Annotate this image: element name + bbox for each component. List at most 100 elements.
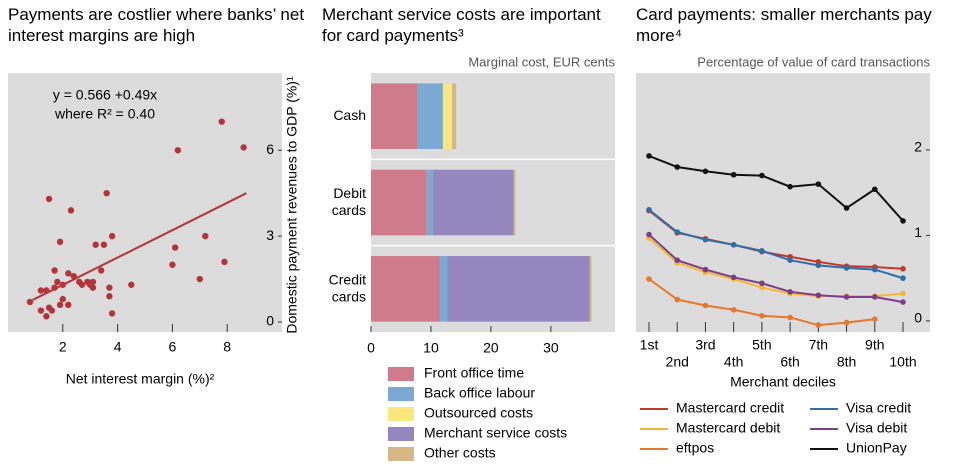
point bbox=[674, 257, 681, 263]
point bbox=[56, 301, 64, 309]
point bbox=[646, 276, 652, 282]
x-axis-label: Net interest margin (%)² bbox=[66, 371, 215, 387]
x-axis-label: Merchant deciles bbox=[730, 374, 836, 390]
bar-segment bbox=[451, 83, 457, 149]
point bbox=[843, 205, 850, 211]
bar-segment bbox=[589, 256, 592, 322]
category-label-line: Credit bbox=[329, 271, 366, 287]
x-tick-label: 7th bbox=[809, 337, 828, 353]
annotation: y = 0.566 +0.49x bbox=[53, 87, 157, 103]
point bbox=[871, 266, 878, 273]
point bbox=[89, 284, 97, 291]
category-label-line: Cash bbox=[333, 107, 366, 123]
legend-label: Mastercard credit bbox=[676, 400, 784, 416]
x-tick-label: 4th bbox=[724, 354, 743, 370]
category-label: Credit cards bbox=[329, 271, 366, 304]
legend-swatch bbox=[388, 407, 414, 421]
point bbox=[674, 164, 681, 170]
point bbox=[89, 278, 97, 286]
point bbox=[787, 314, 793, 321]
y-tick-label: 1 bbox=[914, 224, 922, 240]
bar-segment bbox=[426, 169, 433, 236]
point bbox=[171, 244, 179, 251]
bar-segment bbox=[513, 169, 516, 236]
point bbox=[646, 153, 652, 159]
chart-title: Merchant service costs are important for… bbox=[322, 5, 601, 45]
point bbox=[787, 257, 793, 263]
category-label: Debit cards bbox=[332, 185, 366, 218]
point bbox=[815, 292, 822, 299]
point bbox=[43, 287, 50, 294]
point bbox=[730, 306, 737, 313]
legend-swatch bbox=[388, 447, 414, 461]
legend-label: Back office labour bbox=[424, 385, 535, 401]
point bbox=[218, 118, 225, 125]
point bbox=[240, 144, 247, 151]
bar-segment bbox=[432, 169, 514, 236]
legend-label: eftpos bbox=[676, 440, 714, 456]
point bbox=[787, 289, 793, 295]
legend-label: Mastercard debit bbox=[676, 420, 780, 436]
point bbox=[51, 284, 58, 291]
bar-segment bbox=[371, 169, 427, 236]
x-tick-label: 1st bbox=[640, 337, 659, 353]
point bbox=[196, 275, 203, 283]
category-label-line: cards bbox=[332, 202, 366, 218]
y-tick-label: 0 bbox=[266, 313, 274, 329]
bar-segment bbox=[442, 83, 452, 149]
point bbox=[100, 241, 108, 248]
point bbox=[106, 284, 113, 291]
point bbox=[759, 172, 765, 179]
point bbox=[900, 299, 906, 305]
chart-title: Payments are costlier where banks’ net i… bbox=[8, 5, 305, 45]
point bbox=[65, 301, 72, 309]
point bbox=[37, 307, 45, 314]
point bbox=[730, 171, 737, 178]
bar-segment bbox=[371, 256, 440, 322]
point bbox=[646, 206, 652, 213]
fit-line bbox=[32, 192, 247, 301]
point bbox=[169, 261, 176, 268]
x-tick-label: 8 bbox=[223, 339, 231, 355]
legend-label: Outsourced costs bbox=[424, 405, 533, 421]
legend-swatch bbox=[388, 387, 414, 401]
x-tick-label: 6 bbox=[169, 339, 177, 355]
point bbox=[51, 267, 58, 274]
point bbox=[43, 313, 50, 320]
point bbox=[174, 147, 182, 154]
y-tick-label: 3 bbox=[266, 227, 274, 243]
x-tick-label: 0 bbox=[367, 340, 375, 356]
point bbox=[70, 272, 77, 280]
point bbox=[871, 316, 878, 322]
point bbox=[900, 265, 906, 272]
point bbox=[45, 195, 53, 203]
x-tick-label: 8th bbox=[837, 354, 856, 370]
x-tick-label: 5th bbox=[752, 337, 771, 353]
point bbox=[103, 189, 110, 197]
line bbox=[648, 154, 904, 222]
x-tick-label: 2 bbox=[59, 339, 67, 355]
x-tick-label: 10 bbox=[423, 340, 439, 356]
point bbox=[815, 262, 822, 269]
chart-title: Card payments: smaller merchants pay mor… bbox=[636, 5, 932, 45]
point bbox=[787, 183, 793, 190]
point bbox=[871, 294, 878, 300]
point bbox=[900, 275, 906, 281]
legend-label: Merchant service costs bbox=[424, 425, 567, 441]
y-tick-label: 2 bbox=[914, 139, 922, 155]
legend-label: Other costs bbox=[424, 445, 496, 461]
category-label-line: Debit bbox=[333, 185, 366, 201]
annotation: where R² = 0.40 bbox=[54, 106, 155, 122]
x-tick-label: 2nd bbox=[666, 354, 689, 370]
point bbox=[54, 278, 61, 286]
subtitle: Marginal cost, EUR cents bbox=[468, 54, 615, 69]
legend-label: UnionPay bbox=[846, 440, 907, 456]
x-tick-label: 30 bbox=[543, 340, 559, 356]
point bbox=[48, 307, 56, 314]
point bbox=[730, 274, 737, 281]
x-tick-label: 20 bbox=[483, 340, 499, 356]
point bbox=[702, 236, 709, 243]
line bbox=[648, 233, 904, 304]
point bbox=[702, 266, 709, 273]
